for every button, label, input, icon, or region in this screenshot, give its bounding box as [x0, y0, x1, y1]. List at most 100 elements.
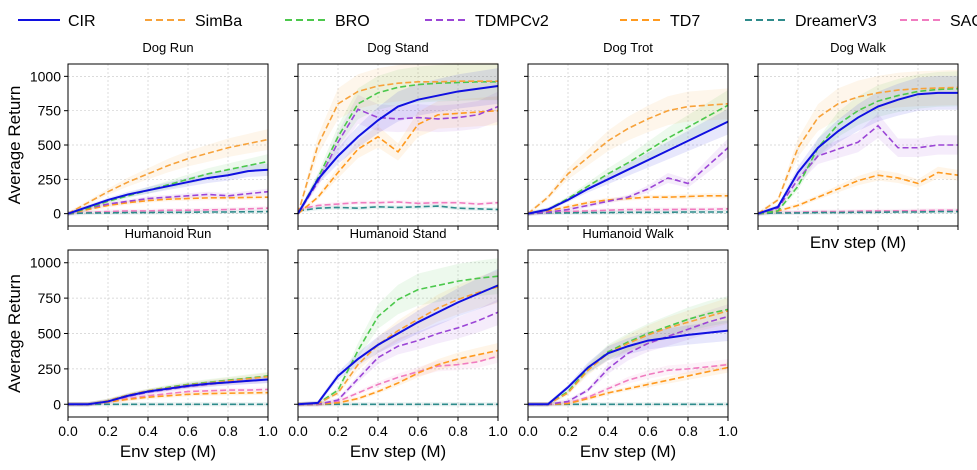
y-tick-label: 750	[38, 290, 62, 306]
band-td7	[68, 390, 268, 407]
series-dreamerv3	[527, 211, 728, 215]
series-cir	[527, 120, 729, 215]
panel-dog-trot: Dog Trot	[524, 40, 729, 230]
ticks: 0.0 0.2 0.4 0.6 0.8 1.0	[518, 262, 738, 439]
series-lines	[297, 80, 499, 215]
x-tick-label: 0.0	[518, 423, 538, 439]
series-lines	[528, 308, 729, 406]
band-cir	[528, 320, 728, 407]
legend-label-cir: CIR	[68, 13, 96, 30]
series-simba	[528, 310, 729, 406]
series-lines	[68, 375, 269, 406]
series-simba	[757, 86, 959, 215]
x-axis-label: Env step (M)	[120, 442, 216, 461]
series-tdmpcv2	[527, 147, 729, 215]
x-tick-label: 0.0	[58, 423, 78, 439]
band-td7	[298, 96, 498, 216]
series-dreamerv3	[67, 210, 269, 215]
band-dreamerv3	[298, 204, 498, 213]
series-cir	[297, 284, 499, 406]
series-sac	[527, 208, 729, 215]
series-bro	[297, 81, 498, 215]
x-tick-label: 0.4	[598, 423, 618, 439]
series-cir	[297, 84, 499, 215]
series-sac	[757, 209, 958, 215]
series-dreamerv3	[757, 210, 958, 215]
band-bro	[298, 63, 498, 216]
band-bro	[758, 71, 958, 216]
series-td7	[527, 194, 728, 215]
band-sac	[68, 387, 268, 407]
band-tdmpcv2	[758, 113, 958, 216]
x-tick-label: 0.2	[558, 423, 578, 439]
ticks	[754, 75, 959, 230]
legend-label-bro: BRO	[335, 13, 370, 30]
band-cir	[758, 75, 958, 216]
series-tdmpcv2	[67, 190, 269, 215]
series-cir	[67, 168, 269, 215]
y-tick-label: 250	[38, 171, 62, 187]
panel-humanoid-stand: Humanoid Stand Env step (M) 0.0 0.2 0.4 0.6…	[288, 226, 508, 461]
y-tick-label: 1000	[30, 68, 61, 84]
x-tick-label: 0.6	[178, 423, 198, 439]
series-td7	[297, 109, 499, 215]
bands	[298, 62, 498, 216]
series-sac	[67, 207, 269, 215]
y-tick-label: 0	[53, 206, 61, 222]
panel-humanoid-walk: Humanoid Walk Env step (M) 0.0 0.2 0.4 0.6 0…	[518, 226, 738, 461]
bands	[758, 69, 958, 216]
band-td7	[528, 193, 728, 216]
x-tick-label: 0.8	[218, 423, 238, 439]
band-simba	[528, 88, 728, 216]
series-td7	[757, 171, 959, 215]
series-cir	[757, 91, 958, 215]
panel-title: Humanoid Run	[125, 226, 212, 241]
x-axis-label: Env step (M)	[350, 442, 446, 461]
series-cir	[68, 378, 269, 406]
ticks: 0 250 500 750 1000	[30, 68, 269, 230]
y-tick-label: 250	[38, 361, 62, 377]
y-tick-label: 500	[38, 137, 62, 153]
series-lines	[297, 275, 499, 406]
x-tick-label: 1.0	[488, 423, 508, 439]
series-td7	[68, 391, 269, 406]
y-tick-label: 0	[53, 396, 61, 412]
x-axis-label: Env step (M)	[580, 442, 676, 461]
series-bro	[67, 160, 269, 215]
y-axis-label: Average Return	[5, 274, 24, 393]
band-tdmpcv2	[298, 91, 498, 216]
series-dreamerv3	[297, 205, 499, 212]
x-tick-label: 0.2	[98, 423, 118, 439]
series-simba	[527, 103, 729, 215]
legend-label-simba: SimBa	[195, 13, 242, 30]
panel-title: Dog Run	[142, 40, 193, 55]
x-tick-label: 0.8	[678, 423, 698, 439]
legend-label-sac: SAC	[950, 13, 977, 30]
series-sac	[68, 388, 269, 406]
panel-title: Dog Walk	[830, 40, 886, 55]
band-tdmpcv2	[298, 299, 498, 407]
x-tick-label: 0.0	[288, 423, 308, 439]
panel-title: Humanoid Walk	[582, 226, 674, 241]
band-simba	[758, 69, 958, 216]
x-axis-label: Env step (M)	[810, 233, 906, 252]
band-simba	[298, 62, 498, 216]
series-sac	[298, 355, 499, 406]
band-tdmpcv2	[68, 188, 268, 216]
x-tick-label: 0.6	[408, 423, 428, 439]
legend: CIR SimBa BRO TDMPCv2 TD7 DreamerV3 SAC	[18, 13, 977, 30]
band-tdmpcv2	[528, 304, 728, 407]
panel-dog-walk: Dog Walk Env step (M)	[754, 40, 959, 252]
legend-label-dreamerv3: DreamerV3	[795, 13, 877, 30]
y-tick-label: 750	[38, 103, 62, 119]
y-axis-label: Average Return	[5, 86, 24, 205]
series-bro	[757, 87, 959, 215]
series-td7	[67, 196, 269, 215]
ticks	[294, 75, 499, 230]
series-tdmpcv2	[757, 124, 958, 215]
series-simba	[67, 138, 269, 215]
series-bro	[527, 104, 729, 215]
panel-title: Humanoid Stand	[350, 226, 447, 241]
band-sac	[528, 206, 728, 216]
series-cir	[528, 329, 729, 406]
